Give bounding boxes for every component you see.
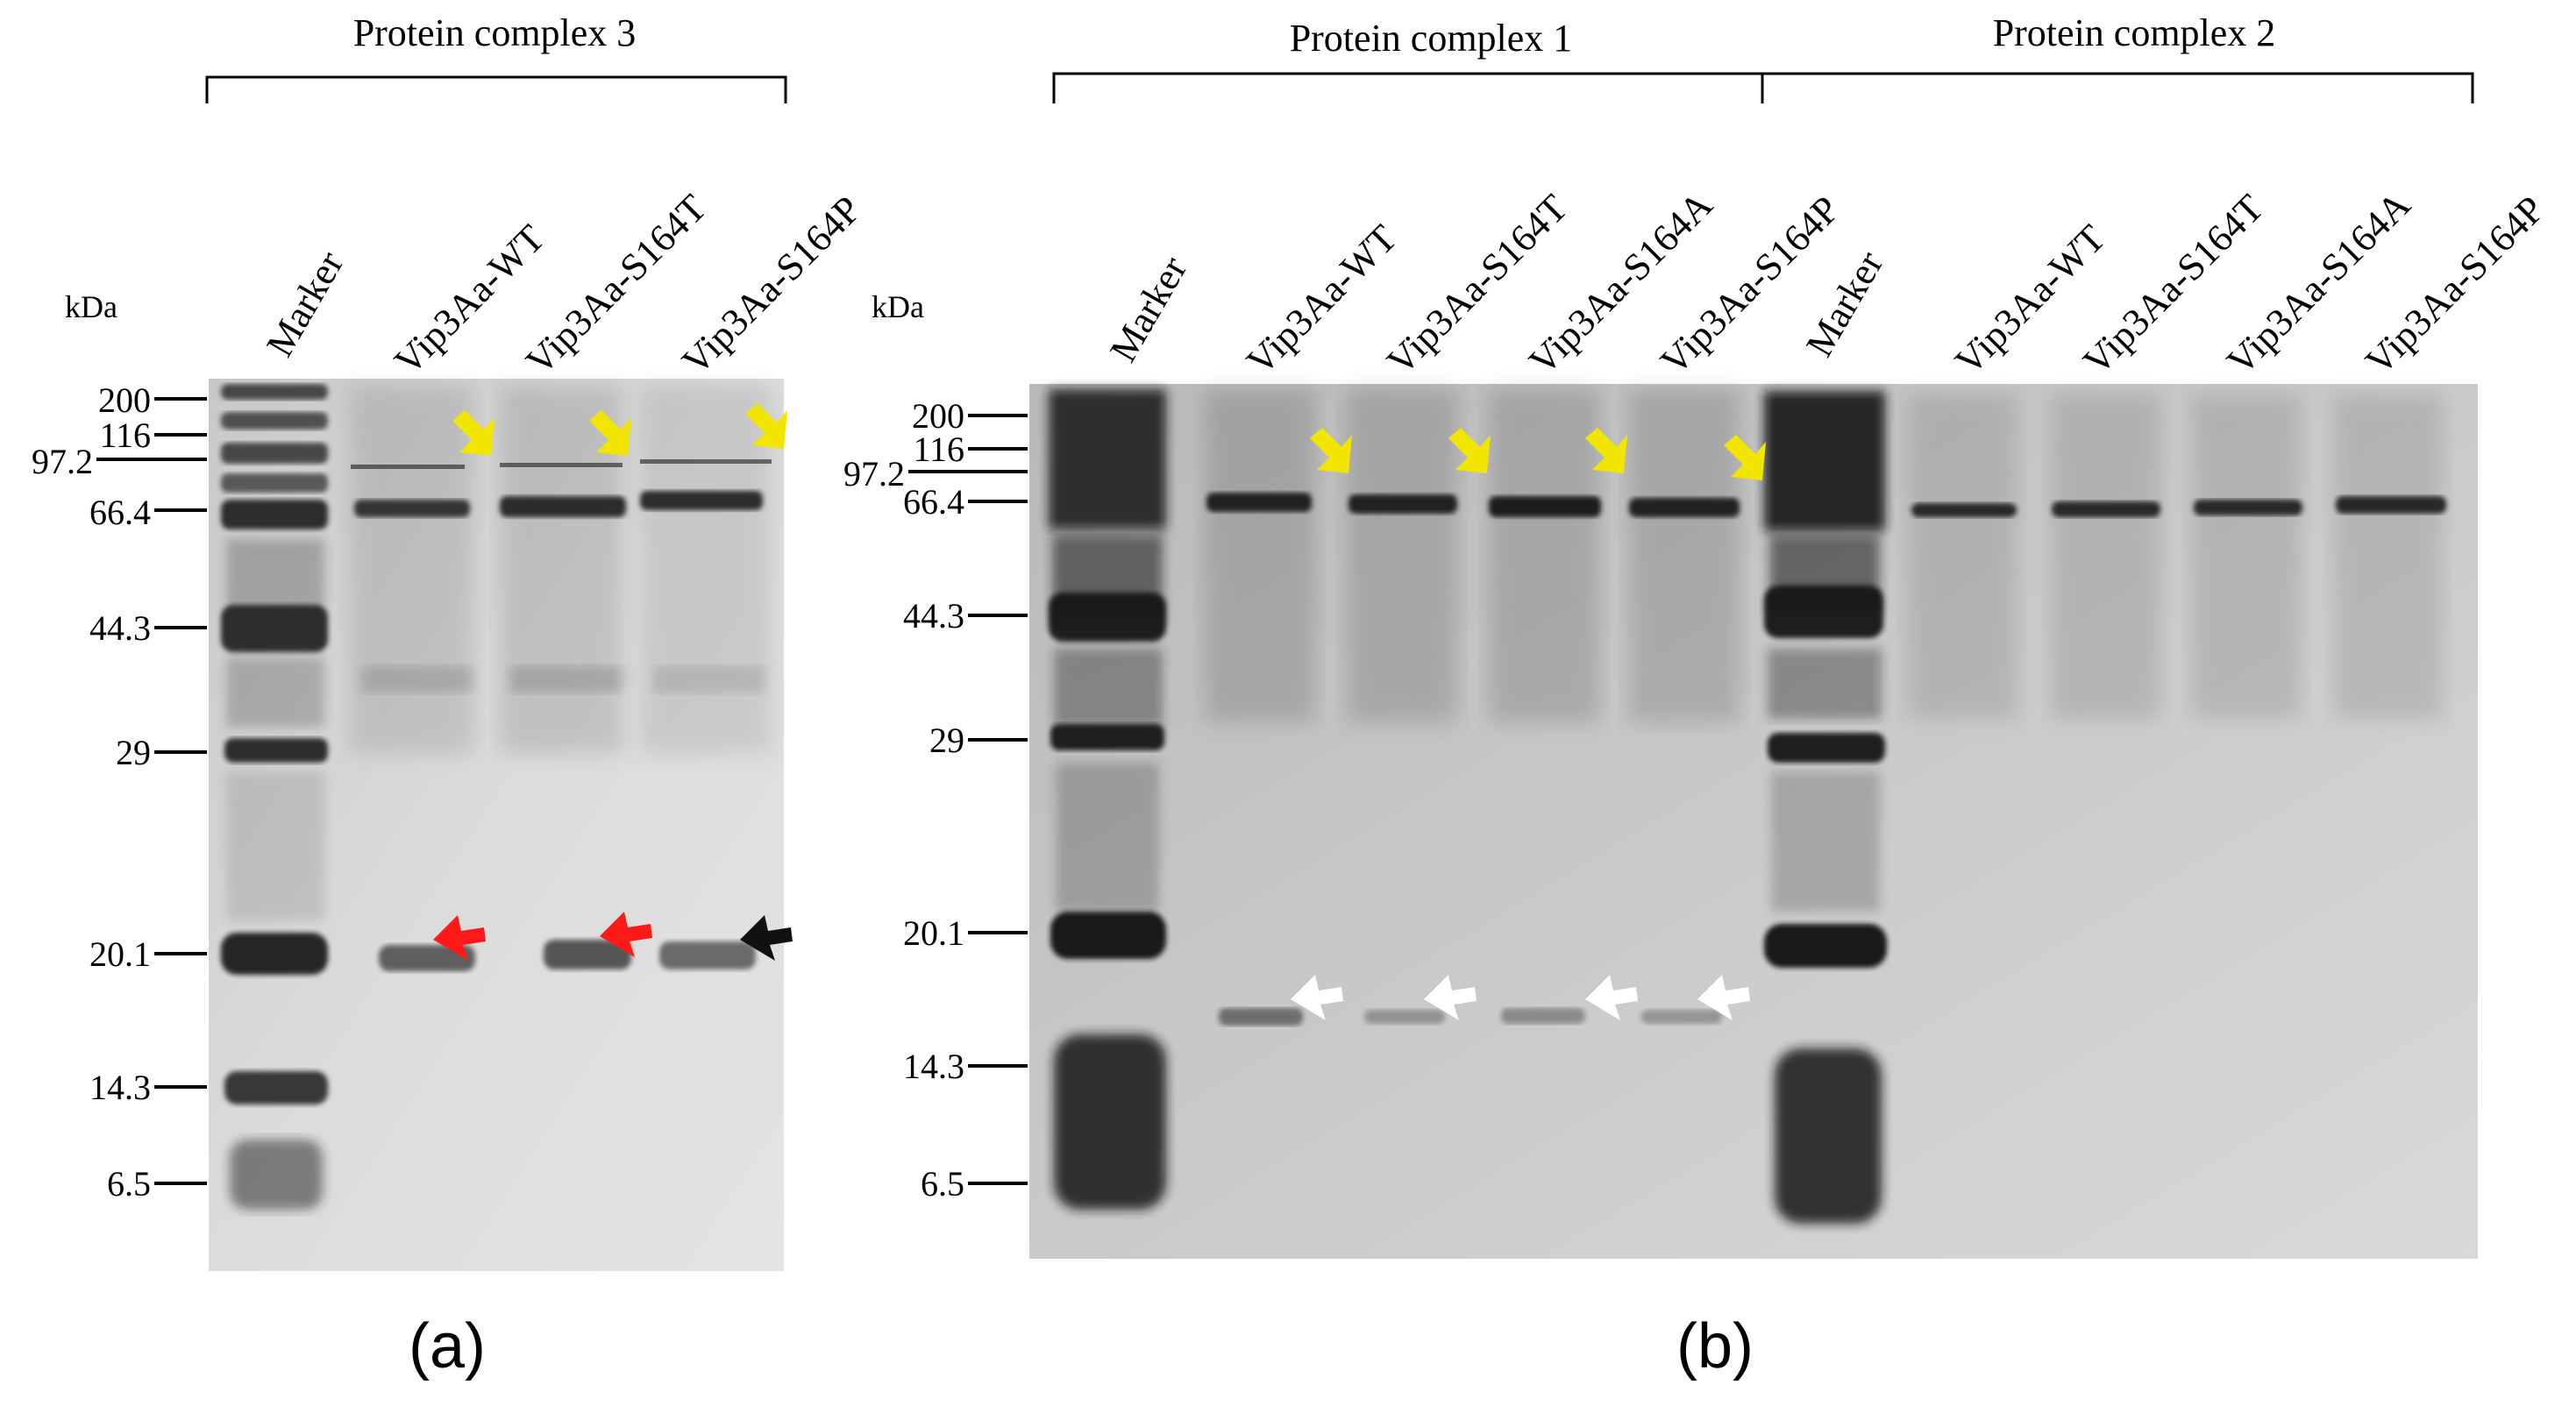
group-label: Protein complex 1: [1290, 17, 1573, 60]
arrow-icon: [589, 410, 631, 456]
gel-image-b: [1029, 384, 2478, 1259]
marker-label: 29: [116, 733, 151, 772]
marker-label: 44.3: [903, 596, 964, 636]
arrow-icon: [1424, 975, 1477, 1020]
marker-scale-a: 200 116 97.2 66.4 44.3 29 20.1 14.3 6.5: [32, 380, 207, 1204]
group-bracket-a1: Protein complex 3: [205, 11, 787, 103]
marker-label: 200: [98, 380, 151, 420]
arrow-icon: [1585, 975, 1638, 1020]
arrow-icon: [452, 410, 495, 456]
marker-label: 200: [912, 396, 964, 436]
group-bracket-b1: Protein complex 1: [1052, 17, 1762, 103]
marker-label: 116: [99, 415, 151, 455]
arrow-icon: [1585, 428, 1627, 473]
panel-b: Protein complex 1 Protein complex 2 Mark…: [843, 11, 2552, 1381]
arrow-icon: [745, 403, 787, 449]
lane-labels-b: Marker Vip3Aa-WT Vip3Aa-S164T Vip3Aa-S16…: [1101, 183, 2552, 383]
marker-scale-b: 200 116 97.2 66.4 44.3 29 20.1 14.3 6.5: [843, 396, 1028, 1204]
kda-label: kDa: [65, 289, 117, 324]
arrow-icon: [1448, 428, 1491, 473]
lane-label: Marker: [1101, 249, 1195, 369]
arrows-a: [433, 403, 793, 961]
marker-label: 116: [913, 430, 964, 469]
panel-caption: (a): [409, 1311, 486, 1381]
group-label: Protein complex 2: [1993, 11, 2276, 54]
marker-label: 14.3: [89, 1068, 151, 1107]
arrow-icon: [1291, 975, 1343, 1020]
group-bracket-b2: Protein complex 2: [1761, 11, 2474, 103]
arrow-icon: [1310, 428, 1352, 473]
lane-label: Marker: [1797, 244, 1891, 364]
marker-label: 66.4: [89, 493, 151, 532]
arrow-icon: [433, 915, 486, 961]
marker-label: 66.4: [903, 482, 964, 522]
marker-label: 97.2: [843, 454, 905, 494]
arrow-icon: [1724, 435, 1766, 480]
panel-a: Protein complex 3 Marker Vip3Aa-WT Vip3A…: [32, 11, 869, 1381]
arrows-b: [1291, 428, 1766, 1020]
marker-label: 97.2: [32, 442, 93, 481]
marker-label: 14.3: [903, 1047, 964, 1086]
arrow-icon: [1697, 975, 1750, 1020]
lane-label: Vip3Aa-WT: [1238, 217, 1405, 383]
lane-label: Marker: [258, 244, 352, 364]
arrow-icon: [740, 915, 793, 961]
marker-label: 29: [929, 721, 964, 760]
marker-label: 20.1: [903, 913, 964, 953]
group-label: Protein complex 3: [353, 11, 637, 54]
marker-label: 44.3: [89, 608, 151, 648]
arrow-icon: [600, 912, 652, 957]
marker-label: 6.5: [921, 1164, 964, 1204]
kda-label: kDa: [872, 289, 924, 324]
lane-labels-a: Marker Vip3Aa-WT Vip3Aa-S164T Vip3Aa-S16…: [258, 186, 869, 383]
marker-label: 20.1: [89, 934, 151, 974]
panel-caption: (b): [1676, 1311, 1754, 1381]
gel-image-a: [209, 379, 784, 1271]
marker-label: 6.5: [107, 1164, 151, 1204]
